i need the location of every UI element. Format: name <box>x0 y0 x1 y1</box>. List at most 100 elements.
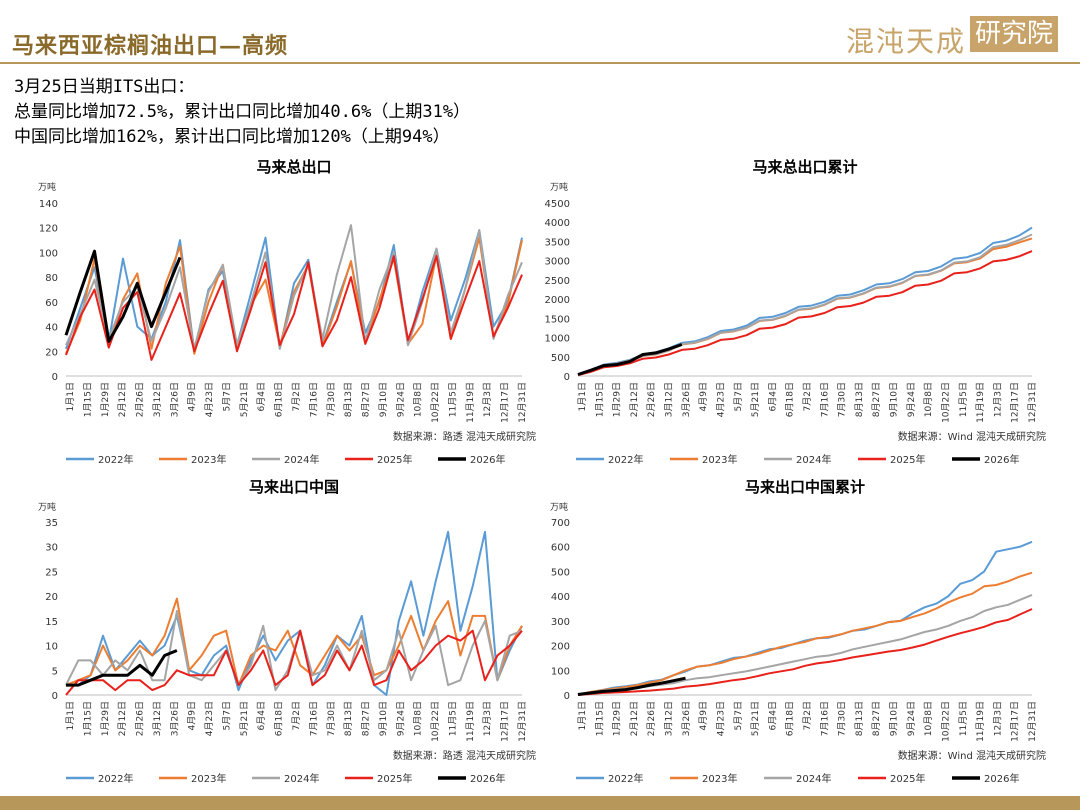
series-line-2026年 <box>577 343 683 376</box>
legend-label: 2022年 <box>98 453 133 466</box>
x-tick-label: 7月30日 <box>326 382 337 417</box>
legend-label: 2024年 <box>796 772 831 785</box>
y-tick-label: 400 <box>551 592 570 603</box>
x-tick-label: 3月26日 <box>169 701 180 736</box>
x-tick-label: 8月27日 <box>871 701 882 736</box>
x-tick-label: 10月8日 <box>413 701 424 736</box>
chart-title: 马来出口中国 <box>249 478 339 496</box>
x-tick-label: 11月5日 <box>447 701 458 736</box>
legend-label: 2025年 <box>890 772 925 785</box>
x-tick-label: 9月10日 <box>889 382 900 417</box>
x-tick-label: 5月21日 <box>239 382 250 417</box>
x-tick-label: 9月10日 <box>889 701 900 736</box>
x-tick-label: 10月22日 <box>940 701 951 742</box>
x-tick-label: 1月1日 <box>577 382 588 411</box>
x-tick-label: 3月12日 <box>152 382 163 417</box>
x-tick-label: 8月13日 <box>854 382 865 417</box>
page-title: 马来西亚棕榈油出口—高频 <box>12 33 289 59</box>
logo-box-text: 研究院 <box>970 16 1058 52</box>
x-tick-label: 8月27日 <box>361 382 372 417</box>
x-tick-label: 11月19日 <box>465 382 476 423</box>
x-tick-label: 12月17日 <box>1010 382 1021 423</box>
x-tick-label: 6月4日 <box>256 701 267 730</box>
y-tick-label: 500 <box>551 567 570 578</box>
y-tick-label: 1000 <box>545 334 570 345</box>
x-tick-label: 1月15日 <box>82 382 93 417</box>
x-tick-label: 10月22日 <box>940 382 951 423</box>
x-tick-label: 8月13日 <box>854 701 865 736</box>
x-tick-label: 1月1日 <box>577 701 588 730</box>
x-tick-label: 2月12日 <box>117 382 128 417</box>
x-tick-label: 12月31日 <box>1027 382 1038 423</box>
x-tick-label: 1月15日 <box>82 701 93 736</box>
x-tick-label: 3月12日 <box>664 382 675 417</box>
x-tick-label: 11月19日 <box>465 701 476 742</box>
x-tick-label: 4月9日 <box>187 701 198 730</box>
x-tick-label: 12月17日 <box>1010 701 1021 742</box>
x-tick-label: 9月10日 <box>378 701 389 736</box>
x-tick-label: 7月16日 <box>819 382 830 417</box>
x-tick-label: 12月31日 <box>517 701 528 742</box>
x-tick-label: 1月29日 <box>612 382 623 417</box>
x-tick-label: 3月26日 <box>169 382 180 417</box>
x-tick-label: 8月27日 <box>871 382 882 417</box>
x-tick-label: 8月13日 <box>343 382 354 417</box>
x-tick-label: 8月27日 <box>361 701 372 736</box>
company-logo: 混沌天成 研究院 <box>846 14 1058 58</box>
y-tick-label: 4500 <box>545 199 570 210</box>
series-line-2022年 <box>577 540 1033 696</box>
y-tick-label: 0 <box>564 372 570 383</box>
y-tick-label: 1500 <box>545 314 570 325</box>
y-tick-label: 700 <box>551 518 570 529</box>
series-line-2024年 <box>577 593 1033 696</box>
x-tick-label: 10月8日 <box>923 701 934 736</box>
x-tick-label: 1月15日 <box>594 701 605 736</box>
legend-label: 2026年 <box>470 453 505 466</box>
series-line-2026年 <box>66 649 178 687</box>
x-tick-label: 10月22日 <box>430 701 441 742</box>
x-tick-label: 7月30日 <box>326 701 337 736</box>
legend-label: 2022年 <box>608 772 643 785</box>
x-tick-label: 12月3日 <box>992 382 1003 417</box>
x-tick-label: 4月9日 <box>698 701 709 730</box>
y-tick-label: 0 <box>52 372 58 383</box>
y-tick-label: 5 <box>52 666 58 677</box>
x-tick-label: 7月16日 <box>308 701 319 736</box>
x-tick-label: 4月23日 <box>204 701 215 736</box>
series-line-2025年 <box>577 608 1033 696</box>
x-tick-label: 12月31日 <box>517 382 528 423</box>
legend-label: 2023年 <box>191 772 226 785</box>
y-tick-label: 300 <box>551 617 570 628</box>
x-tick-label: 11月5日 <box>447 382 458 417</box>
series-line-2026年 <box>64 249 182 343</box>
series-line-2026年 <box>577 676 686 696</box>
legend-label: 2024年 <box>284 772 319 785</box>
x-tick-label: 10月22日 <box>430 382 441 423</box>
y-tick-label: 3000 <box>545 257 570 268</box>
x-tick-label: 1月29日 <box>100 382 111 417</box>
y-tick-label: 3500 <box>545 237 570 248</box>
x-tick-label: 7月2日 <box>291 382 302 411</box>
x-tick-label: 9月24日 <box>395 701 406 736</box>
y-unit-label: 万吨 <box>38 501 56 513</box>
x-tick-label: 11月19日 <box>975 382 986 423</box>
x-tick-label: 2月12日 <box>629 382 640 417</box>
x-tick-label: 6月18日 <box>274 382 285 417</box>
x-tick-label: 1月1日 <box>65 382 76 411</box>
series-line-2025年 <box>65 629 523 696</box>
y-tick-label: 20 <box>45 347 58 358</box>
series-line-2023年 <box>65 597 523 687</box>
y-tick-label: 140 <box>39 199 58 210</box>
y-unit-label: 万吨 <box>38 181 56 193</box>
legend-label: 2023年 <box>702 453 737 466</box>
legend-label: 2025年 <box>377 453 412 466</box>
footer-bar <box>0 796 1080 810</box>
legend-label: 2025年 <box>890 453 925 466</box>
x-tick-label: 5月7日 <box>221 701 232 730</box>
y-tick-label: 2500 <box>545 276 570 287</box>
x-tick-label: 1月29日 <box>100 701 111 736</box>
x-tick-label: 3月12日 <box>152 701 163 736</box>
x-tick-label: 2月12日 <box>629 701 640 736</box>
